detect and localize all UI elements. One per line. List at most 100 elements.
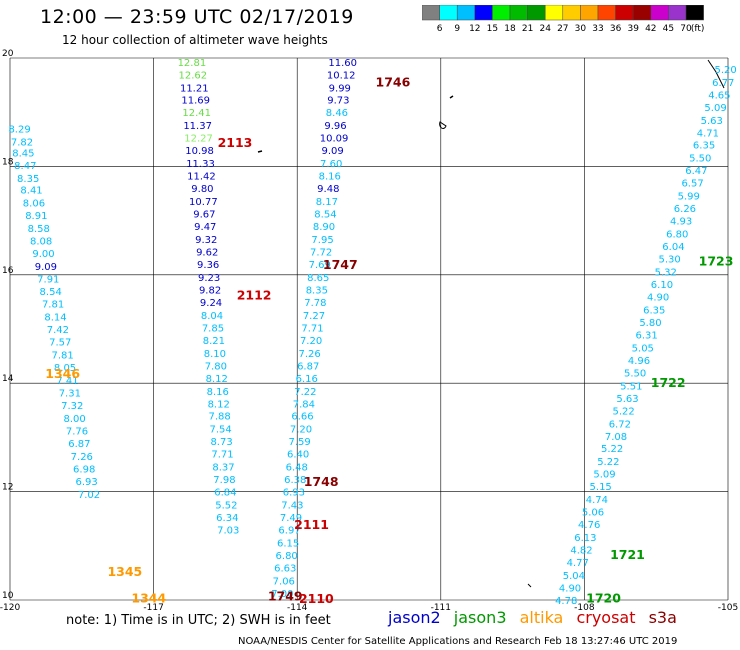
wave-height-value: 8.05 xyxy=(54,363,76,374)
wave-height-value: 11.37 xyxy=(183,121,212,132)
wave-height-value: 9.09 xyxy=(35,262,57,273)
x-tick-label: -120 xyxy=(0,603,20,613)
pass-time-label: 1344 xyxy=(131,590,166,605)
page-subtitle: 12 hour collection of altimeter wave hei… xyxy=(62,33,328,47)
wave-height-value: 9.99 xyxy=(329,83,351,94)
footer-note: note: 1) Time is in UTC; 2) SWH is in fe… xyxy=(66,613,331,628)
wave-height-value: 7.91 xyxy=(37,275,59,286)
wave-height-value: 9.09 xyxy=(321,146,343,157)
wave-height-value: 9.73 xyxy=(327,96,349,107)
wave-height-value: 9.47 xyxy=(194,222,216,233)
wave-height-value: 5.15 xyxy=(590,482,612,493)
colorbar-label: 15 xyxy=(487,24,498,34)
pass-time-label: 1746 xyxy=(376,74,411,89)
wave-height-value: 7.03 xyxy=(217,526,239,537)
wave-height-value: 7.76 xyxy=(66,426,88,437)
pass-time-label: 1723 xyxy=(699,253,734,268)
wave-height-value: 4.76 xyxy=(578,520,600,531)
x-tick-label: -111 xyxy=(431,603,451,613)
wave-height-value: 6.26 xyxy=(674,204,696,215)
wave-height-value: 8.41 xyxy=(20,186,42,197)
wave-height-value: 9.67 xyxy=(193,210,215,221)
wave-height-value: 7.81 xyxy=(42,300,64,311)
wave-height-value: 6.57 xyxy=(681,179,703,190)
satellite-legend: jason2 jason3 altika cryosat s3a xyxy=(388,608,685,627)
wave-height-value: 6.10 xyxy=(651,280,673,291)
wave-height-value: 9.36 xyxy=(197,260,219,271)
wave-height-value: 6.80 xyxy=(276,551,298,562)
wave-height-value: 7.02 xyxy=(78,490,100,501)
wave-height-value: 6.87 xyxy=(68,439,90,450)
coastline-mark xyxy=(707,59,725,89)
wave-height-value: 8.47 xyxy=(14,161,36,172)
wave-height-value: 7.78 xyxy=(304,298,326,309)
wave-height-value: 10.09 xyxy=(320,134,349,145)
wave-height-value: 7.57 xyxy=(49,337,71,348)
wave-height-value: 8.10 xyxy=(204,349,226,360)
wave-height-value: 6.13 xyxy=(574,533,596,544)
colorbar-label: 45 xyxy=(663,24,674,34)
wave-height-value: 9.24 xyxy=(200,298,222,309)
colorbar-swatch xyxy=(685,5,704,21)
wave-height-value: 8.00 xyxy=(63,414,85,425)
colorbar-label: 24 xyxy=(539,24,551,34)
colorbar-label: 12 xyxy=(469,24,480,34)
pass-time-label: 1747 xyxy=(323,257,358,272)
wave-height-value: 9.48 xyxy=(317,184,339,195)
pass-time-label: 1721 xyxy=(610,547,645,562)
wave-height-value: 5.51 xyxy=(620,381,642,392)
wave-height-value: 11.69 xyxy=(181,96,210,107)
wave-height-value: 9.82 xyxy=(199,285,221,296)
wave-height-value: 6.97 xyxy=(278,526,300,537)
colorbar-label: 33 xyxy=(592,24,603,34)
wave-height-value: 5.30 xyxy=(658,255,680,266)
wave-height-value: 7.85 xyxy=(202,323,224,334)
wave-height-value: 8.29 xyxy=(8,124,30,135)
colorbar-label: 21 xyxy=(522,24,533,34)
legend-s3a: s3a xyxy=(648,608,677,627)
wave-height-value: 9.23 xyxy=(198,273,220,284)
wave-height-value: 8.54 xyxy=(314,210,336,221)
wave-height-value: 5.20 xyxy=(714,65,736,76)
wave-height-value: 9.62 xyxy=(196,247,218,258)
wave-height-value: 6.87 xyxy=(297,361,319,372)
wave-height-value: 4.82 xyxy=(570,546,592,557)
wave-height-value: 5.52 xyxy=(215,501,237,512)
wave-height-value: 5.22 xyxy=(597,457,619,468)
island-mark xyxy=(449,95,454,99)
wave-height-value: 9.32 xyxy=(195,235,217,246)
wave-height-value: 6.04 xyxy=(662,242,684,253)
colorbar-label: 42 xyxy=(645,24,656,34)
wave-height-value: 8.73 xyxy=(210,437,232,448)
colorbar-label: 6 xyxy=(437,24,443,34)
wave-height-value: 7.31 xyxy=(59,388,81,399)
x-tick-label: -117 xyxy=(143,603,163,613)
wave-height-value: 5.80 xyxy=(639,318,661,329)
wave-height-value: 8.04 xyxy=(201,311,223,322)
wave-height-value: 5.22 xyxy=(601,444,623,455)
wave-height-value: 8.16 xyxy=(319,172,341,183)
wave-height-value: 8.12 xyxy=(206,374,228,385)
wave-height-value: 8.35 xyxy=(306,285,328,296)
wave-height-value: 10.77 xyxy=(189,197,218,208)
wave-height-value: 8.45 xyxy=(12,148,34,159)
wave-height-value: 8.91 xyxy=(25,211,47,222)
wave-height-value: 7.60 xyxy=(320,159,342,170)
wave-height-value: 6.63 xyxy=(274,563,296,574)
wave-height-value: 7.82 xyxy=(11,137,33,148)
pass-time-label: 2110 xyxy=(299,591,334,606)
y-tick-label: 12 xyxy=(2,483,13,493)
wave-height-value: 6.48 xyxy=(286,463,308,474)
pass-time-label: 1722 xyxy=(651,375,686,390)
colorbar-label: 70 xyxy=(680,24,692,34)
wave-height-value: 8.06 xyxy=(23,199,45,210)
wave-height-value: 6.16 xyxy=(296,374,318,385)
credit-line: NOAA/NESDIS Center for Satellite Applica… xyxy=(238,636,678,647)
wave-height-value: 7.32 xyxy=(61,401,83,412)
y-tick-label: 18 xyxy=(2,157,14,167)
wave-height-value: 7.59 xyxy=(288,437,310,448)
wave-height-value: 7.08 xyxy=(605,432,627,443)
x-tick-label: -108 xyxy=(574,603,595,613)
colorbar-unit: (ft) xyxy=(691,24,705,34)
y-tick-label: 16 xyxy=(2,266,14,276)
